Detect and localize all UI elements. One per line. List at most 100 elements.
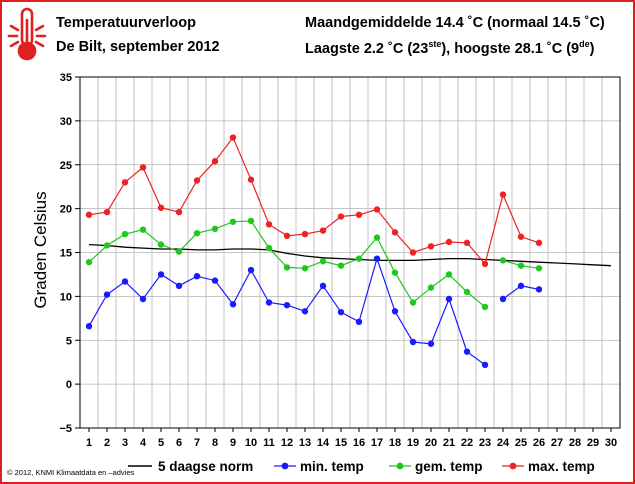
thermometer-icon bbox=[6, 6, 48, 69]
x-tick-label: 24 bbox=[497, 437, 510, 449]
y-tick-label: 5 bbox=[66, 335, 72, 347]
x-tick-label: 3 bbox=[122, 437, 128, 449]
extremes-low-sup: ste bbox=[428, 39, 442, 49]
min-data-point bbox=[103, 291, 111, 298]
min-data-point bbox=[481, 361, 489, 369]
y-tick-label: 0 bbox=[66, 379, 72, 391]
min-data-point bbox=[445, 295, 453, 303]
min-data-point bbox=[391, 308, 399, 315]
chart-title: Temperatuurverloop bbox=[56, 15, 196, 31]
max-data-point bbox=[229, 134, 237, 141]
max-data-point bbox=[85, 211, 93, 218]
x-tick-label: 5 bbox=[158, 437, 164, 449]
min-data-point bbox=[355, 318, 363, 326]
avg-data-point bbox=[337, 262, 345, 269]
min-data-point bbox=[337, 308, 345, 316]
avg-data-point bbox=[157, 241, 165, 248]
x-tick-label: 7 bbox=[194, 437, 200, 449]
min-data-point bbox=[121, 278, 129, 285]
extremes-high-sup: de bbox=[579, 39, 590, 49]
y-tick-label: −5 bbox=[59, 423, 72, 435]
avg-data-point bbox=[499, 257, 507, 264]
min-data-point bbox=[499, 295, 507, 303]
avg-data-point bbox=[139, 226, 147, 233]
extremes-low-text: Laagste 2.2 ˚C (23 bbox=[305, 40, 429, 57]
series-layer bbox=[85, 134, 612, 369]
norm-series-line bbox=[88, 243, 612, 267]
min-data-point bbox=[283, 301, 291, 309]
max-data-point bbox=[499, 191, 507, 198]
extremes-close-text: ) bbox=[589, 40, 595, 57]
legend-label-max: max. temp bbox=[528, 459, 595, 474]
x-tick-label: 12 bbox=[281, 437, 293, 449]
min-data-point bbox=[373, 255, 381, 262]
max-data-point bbox=[139, 164, 147, 171]
max-data-point bbox=[301, 230, 309, 238]
avg-data-point bbox=[175, 248, 183, 255]
y-tick-label: 30 bbox=[60, 116, 72, 128]
x-tick-label: 22 bbox=[461, 437, 473, 449]
min-data-point bbox=[229, 301, 237, 308]
x-tick-label: 28 bbox=[569, 437, 581, 449]
min-data-point bbox=[409, 338, 417, 346]
legend-marker-max bbox=[509, 462, 517, 470]
max-data-point bbox=[157, 204, 165, 211]
avg-data-point bbox=[319, 258, 327, 265]
y-tick-label: 10 bbox=[60, 291, 72, 303]
max-data-point bbox=[517, 233, 525, 240]
x-tick-label: 4 bbox=[140, 437, 147, 449]
avg-data-point bbox=[517, 262, 525, 269]
y-tick-label: 25 bbox=[60, 160, 72, 172]
x-tick-label: 19 bbox=[407, 437, 419, 449]
plot-area-border bbox=[79, 76, 621, 429]
x-tick-label: 27 bbox=[551, 437, 563, 449]
legend: 5 daagse norm min. temp gem. temp max. temp bbox=[128, 459, 595, 474]
min-data-point bbox=[265, 299, 273, 306]
avg-data-point bbox=[481, 303, 489, 311]
max-data-point bbox=[121, 179, 129, 186]
avg-data-point bbox=[229, 218, 237, 225]
max-data-point bbox=[445, 238, 453, 246]
min-series-line bbox=[88, 256, 486, 366]
max-data-point bbox=[103, 208, 111, 216]
max-data-point bbox=[175, 208, 183, 216]
max-data-point bbox=[193, 177, 201, 184]
x-tick-label: 16 bbox=[353, 437, 365, 449]
max-data-point bbox=[211, 158, 219, 165]
max-data-point bbox=[427, 243, 435, 250]
min-data-point bbox=[85, 323, 93, 330]
avg-data-point bbox=[373, 234, 381, 241]
legend-label-min: min. temp bbox=[300, 459, 364, 474]
max-data-point bbox=[481, 260, 489, 268]
min-data-point bbox=[193, 272, 201, 280]
avg-data-point bbox=[355, 255, 363, 262]
max-data-point bbox=[337, 213, 345, 220]
x-tick-label: 9 bbox=[230, 437, 236, 449]
avg-data-point bbox=[247, 217, 255, 225]
legend-label-avg: gem. temp bbox=[415, 459, 483, 474]
x-tick-label: 20 bbox=[425, 437, 437, 449]
avg-data-point bbox=[391, 269, 399, 276]
max-data-point bbox=[283, 232, 291, 240]
min-data-point bbox=[427, 340, 435, 347]
y-axis-label: Graden Celsius bbox=[31, 191, 50, 308]
avg-data-point bbox=[193, 229, 201, 237]
x-tick-label: 11 bbox=[263, 437, 275, 449]
avg-data-point bbox=[103, 242, 111, 249]
extremes-high-text: ), hoogste 28.1 ˚C (9 bbox=[441, 40, 580, 57]
max-data-point bbox=[247, 176, 255, 183]
grid-layer bbox=[80, 76, 620, 429]
max-data-point bbox=[265, 221, 273, 228]
x-tick-label: 29 bbox=[587, 437, 599, 449]
min-data-point bbox=[139, 295, 147, 303]
max-data-point bbox=[409, 249, 417, 256]
avg-data-point bbox=[409, 299, 417, 306]
min-data-point bbox=[157, 271, 165, 278]
y-tick-label: 20 bbox=[60, 204, 72, 216]
x-tick-label: 6 bbox=[176, 437, 182, 449]
x-tick-label: 30 bbox=[605, 437, 617, 449]
extremes-text: Laagste 2.2 ˚C (23ste), hoogste 28.1 ˚C … bbox=[305, 39, 594, 57]
min-data-point bbox=[463, 348, 471, 355]
